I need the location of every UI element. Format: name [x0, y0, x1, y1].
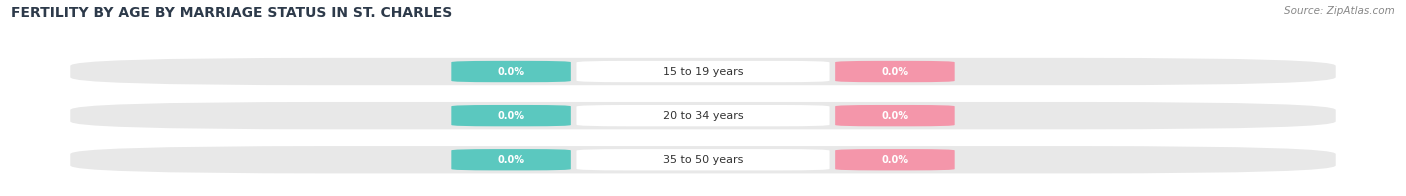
FancyBboxPatch shape: [451, 105, 571, 126]
FancyBboxPatch shape: [835, 61, 955, 82]
Text: 0.0%: 0.0%: [882, 111, 908, 121]
FancyBboxPatch shape: [576, 149, 830, 170]
Text: 0.0%: 0.0%: [498, 155, 524, 165]
FancyBboxPatch shape: [576, 61, 830, 82]
Text: 35 to 50 years: 35 to 50 years: [662, 155, 744, 165]
Text: 0.0%: 0.0%: [882, 66, 908, 77]
FancyBboxPatch shape: [70, 146, 1336, 173]
Text: Source: ZipAtlas.com: Source: ZipAtlas.com: [1284, 6, 1395, 16]
FancyBboxPatch shape: [451, 149, 571, 170]
Text: 20 to 34 years: 20 to 34 years: [662, 111, 744, 121]
FancyBboxPatch shape: [835, 105, 955, 126]
FancyBboxPatch shape: [835, 149, 955, 170]
Text: 0.0%: 0.0%: [882, 155, 908, 165]
Text: 0.0%: 0.0%: [498, 111, 524, 121]
Text: 0.0%: 0.0%: [498, 66, 524, 77]
FancyBboxPatch shape: [576, 105, 830, 126]
Text: FERTILITY BY AGE BY MARRIAGE STATUS IN ST. CHARLES: FERTILITY BY AGE BY MARRIAGE STATUS IN S…: [11, 6, 453, 20]
FancyBboxPatch shape: [70, 58, 1336, 85]
FancyBboxPatch shape: [70, 102, 1336, 129]
Text: 15 to 19 years: 15 to 19 years: [662, 66, 744, 77]
FancyBboxPatch shape: [451, 61, 571, 82]
